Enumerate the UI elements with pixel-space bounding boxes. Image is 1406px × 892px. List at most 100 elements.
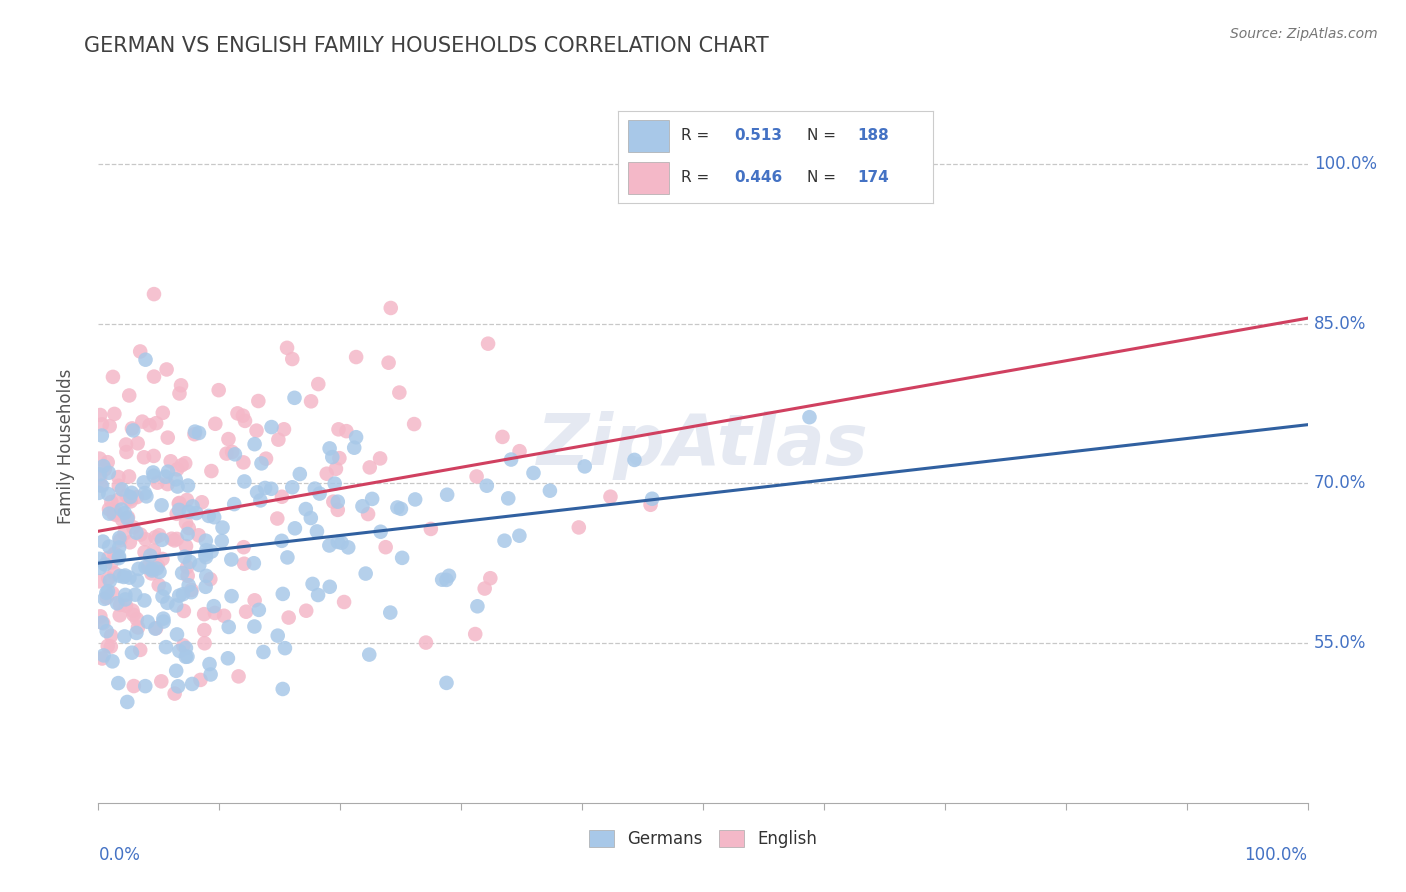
Text: Source: ZipAtlas.com: Source: ZipAtlas.com — [1230, 27, 1378, 41]
Point — [284, 521, 307, 535]
Point — [108, 533, 131, 548]
Point — [204, 417, 226, 431]
Point — [380, 606, 402, 620]
Point — [200, 464, 222, 478]
Point — [172, 639, 194, 653]
Point — [129, 344, 152, 359]
Point — [304, 482, 326, 496]
Point — [307, 588, 329, 602]
Point — [104, 505, 127, 519]
Point — [90, 478, 112, 492]
Point — [200, 544, 222, 558]
Point — [354, 566, 377, 581]
Point — [148, 565, 170, 579]
Point — [232, 540, 254, 554]
Point — [121, 646, 143, 660]
Point — [415, 635, 437, 649]
Point — [260, 482, 283, 496]
Point — [419, 522, 441, 536]
Point — [247, 394, 270, 409]
Point — [139, 549, 162, 563]
Point — [163, 533, 186, 548]
Point — [103, 547, 125, 561]
Point — [107, 676, 129, 690]
Point — [143, 369, 166, 384]
Point — [156, 362, 179, 376]
Text: 85.0%: 85.0% — [1313, 315, 1367, 333]
Point — [224, 497, 246, 511]
Point — [299, 394, 322, 409]
Text: ZipAtlas: ZipAtlas — [537, 411, 869, 481]
Point — [93, 648, 115, 663]
Point — [134, 560, 156, 574]
Point — [508, 529, 530, 543]
Point — [163, 687, 186, 701]
Point — [318, 442, 340, 456]
Point — [271, 587, 294, 601]
Point — [117, 511, 139, 525]
Point — [152, 590, 174, 604]
Point — [94, 558, 117, 572]
Point — [389, 501, 412, 516]
Point — [98, 540, 121, 554]
Point — [110, 502, 132, 516]
Point — [166, 462, 188, 476]
Point — [118, 535, 141, 549]
Y-axis label: Family Households: Family Households — [56, 368, 75, 524]
Point — [89, 609, 111, 624]
Point — [388, 385, 411, 400]
Point — [177, 568, 200, 582]
Point — [90, 417, 112, 432]
Point — [254, 481, 277, 495]
Point — [380, 301, 402, 315]
Point — [96, 624, 118, 639]
Point — [170, 378, 193, 392]
Point — [91, 479, 114, 493]
Point — [243, 437, 266, 451]
Point — [344, 350, 367, 364]
Point — [277, 610, 299, 624]
Point — [100, 640, 122, 654]
Point — [114, 568, 136, 582]
Point — [117, 695, 139, 709]
Point — [127, 436, 149, 450]
Point — [464, 627, 486, 641]
Point — [288, 467, 311, 481]
Point — [142, 449, 165, 463]
Point — [127, 620, 149, 634]
Point — [233, 475, 256, 489]
Point — [146, 475, 169, 490]
Point — [232, 409, 254, 423]
Point — [152, 406, 174, 420]
Point — [127, 574, 149, 588]
Point — [174, 649, 197, 664]
Point — [97, 466, 120, 480]
Point — [145, 621, 167, 635]
Point — [165, 472, 187, 486]
Point — [243, 619, 266, 633]
Point — [97, 455, 120, 469]
Point — [100, 556, 122, 570]
Point — [177, 478, 200, 492]
Point — [343, 441, 366, 455]
Point — [122, 520, 145, 534]
Point — [467, 599, 489, 614]
Point — [496, 491, 519, 506]
Point — [121, 421, 143, 435]
Point — [93, 462, 115, 476]
Text: 0.0%: 0.0% — [98, 846, 141, 863]
Point — [166, 479, 188, 493]
Point — [370, 524, 392, 539]
Point — [215, 447, 238, 461]
Point — [103, 566, 125, 581]
Point — [344, 430, 367, 444]
Point — [101, 586, 124, 600]
Point — [156, 431, 179, 445]
Point — [114, 506, 136, 520]
Point — [368, 451, 391, 466]
Point — [150, 533, 173, 547]
Point — [114, 588, 136, 602]
Point — [465, 469, 488, 483]
Point — [335, 424, 357, 438]
Point — [574, 459, 596, 474]
